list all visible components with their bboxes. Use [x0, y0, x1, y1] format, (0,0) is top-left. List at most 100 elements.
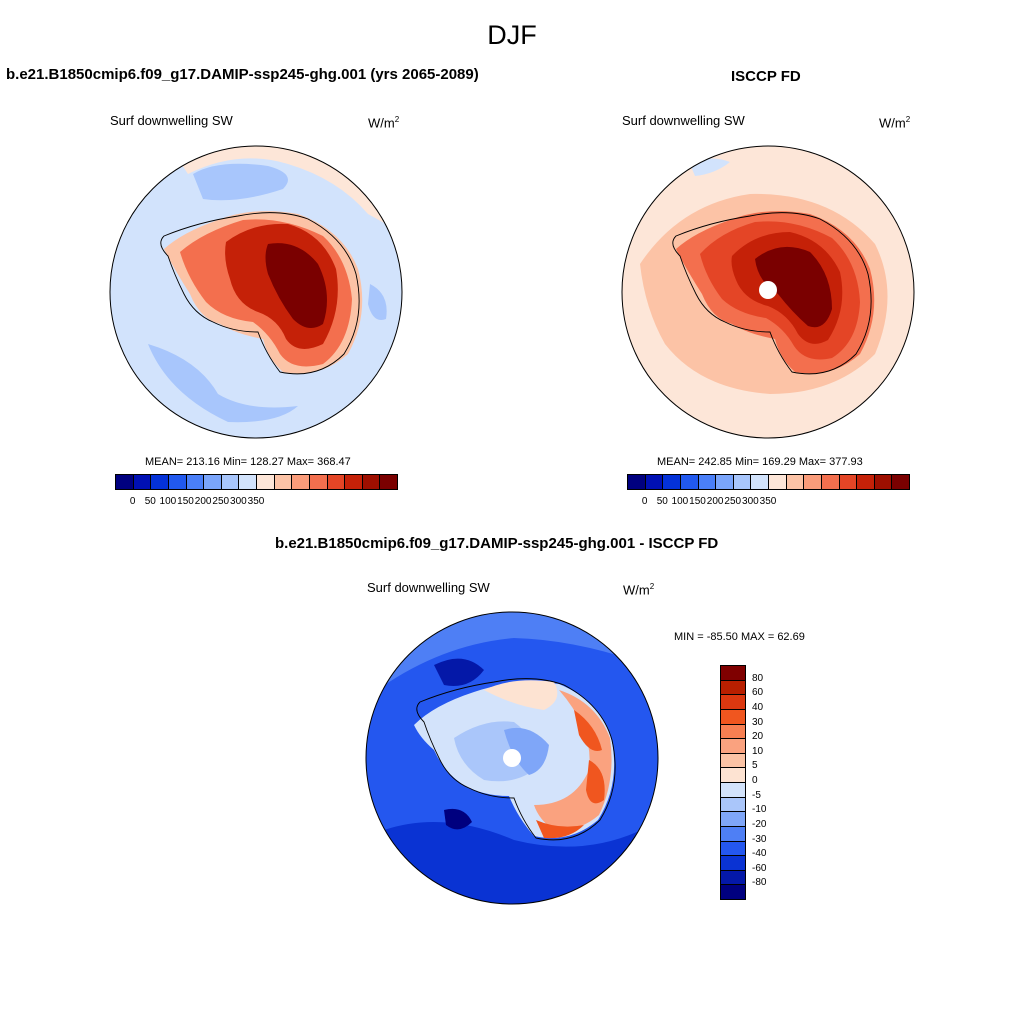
panel1-stats: MEAN= 213.16 Min= 128.27 Max= 368.47 [145, 456, 351, 468]
colorbar-tick-label: 50 [656, 496, 668, 507]
panel3-variable-label: Surf downwelling SW [367, 580, 490, 595]
colorbar-swatch [720, 708, 746, 725]
colorbar-swatch [715, 474, 734, 490]
colorbar-swatch [720, 723, 746, 740]
map-anomaly-patch [574, 710, 602, 751]
colorbar-tick-label: 300 [742, 496, 759, 507]
colorbar-tick-label: 40 [752, 701, 764, 713]
colorbar-swatch [720, 796, 746, 813]
colorbar-tick-label: 0 [129, 496, 136, 507]
colorbar-tick-label: -10 [752, 804, 767, 816]
colorbar-swatch [273, 474, 293, 490]
colorbar-swatch [720, 694, 746, 710]
coastline [672, 212, 872, 375]
map-boundary [621, 145, 915, 439]
season-title: DJF [487, 20, 537, 50]
panel1-title: b.e21.B1850cmip6.f09_g17.DAMIP-ssp245-gh… [6, 66, 479, 83]
map-anomaly-patch [504, 727, 549, 775]
panel3-units: W/m2 [623, 582, 655, 598]
colorbar-swatch [361, 474, 381, 490]
panel2-colorbar [627, 474, 910, 490]
colorbar-swatch [185, 474, 205, 490]
panel3-polar-map [365, 611, 659, 905]
colorbar-tick-label: 150 [689, 496, 706, 507]
colorbar-tick-label: 200 [194, 496, 212, 507]
map-anomaly-patch [444, 808, 472, 830]
colorbar-tick-label: 250 [724, 496, 742, 507]
colorbar-tick-label: 50 [144, 496, 156, 507]
panel1-colorbar [115, 474, 398, 490]
colorbar-tick-label: -40 [752, 848, 767, 860]
colorbar-swatch [720, 665, 746, 681]
colorbar-tick-label: 0 [641, 496, 648, 507]
map-land-contour [755, 246, 832, 328]
panel3-stats: MIN = -85.50 MAX = 62.69 [674, 631, 805, 643]
colorbar-swatch [115, 474, 134, 490]
map-anomaly-patch [586, 760, 605, 804]
colorbar-swatch [308, 474, 328, 490]
colorbar-tick-label: 60 [752, 687, 764, 699]
colorbar-swatch [768, 474, 787, 490]
panel2-title: ISCCP FD [731, 68, 801, 85]
colorbar-swatch [720, 767, 746, 783]
colorbar-swatch [785, 474, 805, 490]
colorbar-swatch [720, 752, 746, 769]
colorbar-swatch [856, 474, 875, 490]
colorbar-swatch [720, 811, 746, 827]
map-anomaly-patch [434, 658, 484, 686]
coastline [416, 678, 616, 841]
panel3-colorbar-ticks: 80 60 40 30 20 10 5 0 -5 -10 -20 -30 -40 -60 -80 [752, 665, 792, 899]
map-anomaly-patch [536, 820, 584, 839]
colorbar-tick-label: 10 [752, 745, 764, 757]
panel3-colorbar [720, 665, 746, 900]
colorbar-tick-label: -20 [752, 818, 767, 830]
colorbar-swatch [220, 474, 240, 490]
colorbar-swatch [720, 679, 746, 696]
colorbar-swatch [326, 474, 346, 490]
colorbar-tick-label: -60 [752, 862, 767, 874]
colorbar-tick-label: 350 [759, 496, 777, 507]
colorbar-swatch [891, 474, 910, 490]
map-anomaly-patch [484, 680, 558, 710]
colorbar-swatch [627, 474, 646, 490]
colorbar-tick-label: 150 [177, 496, 194, 507]
panel2-stats: MEAN= 242.85 Min= 169.29 Max= 377.93 [657, 456, 863, 468]
colorbar-swatch [720, 869, 746, 886]
colorbar-swatch [820, 474, 840, 490]
map-boundary [109, 145, 403, 439]
colorbar-swatch [132, 474, 152, 490]
colorbar-swatch [720, 738, 746, 754]
colorbar-tick-label: -30 [752, 833, 767, 845]
colorbar-tick-label: 80 [752, 672, 764, 684]
panel3-title: b.e21.B1850cmip6.f09_g17.DAMIP-ssp245-gh… [275, 535, 719, 552]
colorbar-swatch [379, 474, 398, 490]
colorbar-swatch [803, 474, 822, 490]
panel1-polar-map [109, 145, 403, 439]
pole-hole [503, 749, 521, 767]
map-land-contour [265, 243, 327, 328]
colorbar-swatch [203, 474, 222, 490]
colorbar-swatch [750, 474, 769, 490]
colorbar-swatch [167, 474, 187, 490]
colorbar-swatch [150, 474, 169, 490]
panel1-units: W/m2 [368, 115, 400, 131]
coastline [160, 212, 360, 375]
panel2-polar-map [621, 145, 915, 439]
colorbar-swatch [720, 855, 746, 871]
colorbar-tick-label: 200 [706, 496, 724, 507]
colorbar-swatch [720, 884, 746, 900]
panel2-units: W/m2 [879, 115, 911, 131]
colorbar-swatch [662, 474, 681, 490]
pole-hole [759, 281, 777, 299]
map-cool-patch [368, 284, 387, 320]
colorbar-tick-label: 100 [671, 496, 689, 507]
colorbar-tick-label: 0 [752, 775, 758, 786]
colorbar-tick-label: 100 [159, 496, 177, 507]
colorbar-tick-label: 20 [752, 731, 764, 743]
colorbar-tick-label: -80 [752, 877, 767, 889]
colorbar-swatch [720, 840, 746, 857]
colorbar-swatch [644, 474, 664, 490]
colorbar-tick-label: 5 [752, 760, 758, 772]
colorbar-swatch [732, 474, 752, 490]
colorbar-swatch [720, 825, 746, 842]
